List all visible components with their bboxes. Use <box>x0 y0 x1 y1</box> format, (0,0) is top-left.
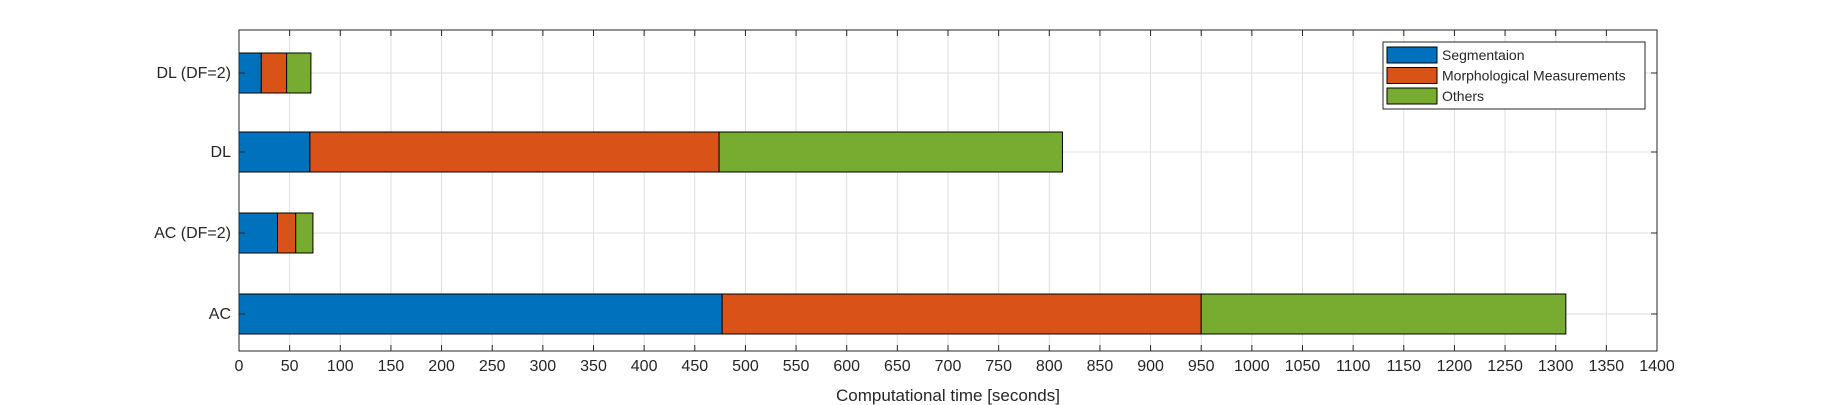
y-tick-labels: AC AC (DF=2) DL DL (DF=2) <box>154 65 231 323</box>
x-tick-label: 100 <box>327 358 354 375</box>
y-tick-label: DL <box>211 144 232 161</box>
bar-ac-df-2--series-2 <box>295 212 314 254</box>
x-tick-label: 1200 <box>1437 358 1473 375</box>
x-tick-label: 400 <box>631 358 658 375</box>
x-tick-label: 850 <box>1087 358 1114 375</box>
x-tick-label: 50 <box>281 358 299 375</box>
x-tick-label: 1100 <box>1336 358 1371 375</box>
x-tick-label: 450 <box>681 358 708 375</box>
x-tick-label: 1150 <box>1387 358 1422 375</box>
x-tick-label: 550 <box>783 358 810 375</box>
x-tick-labels: 0 50 100 150 200 250 300 350 400 450 500 550 600 650 7… <box>235 358 1675 375</box>
bar-ac-df-2--series-1 <box>276 212 297 254</box>
x-tick-label: 150 <box>378 358 405 375</box>
x-tick-label: 350 <box>580 358 607 375</box>
y-tick-label: DL (DF=2) <box>156 65 231 82</box>
x-tick-label: 300 <box>530 358 557 375</box>
legend-swatch <box>1386 87 1438 105</box>
legend-label: Morphological Measurements <box>1442 68 1626 84</box>
x-tick-label: 500 <box>732 358 759 375</box>
x-tick-label: 1400 <box>1639 358 1675 375</box>
x-tick-label: 0 <box>235 358 244 375</box>
legend-label: Others <box>1442 88 1484 104</box>
legend-swatch <box>1386 46 1438 64</box>
bar-dl-series-1 <box>309 131 720 173</box>
x-tick-label: 200 <box>428 358 455 375</box>
bar-dl-series-0 <box>238 131 311 173</box>
x-tick-label: 700 <box>935 358 962 375</box>
y-tick-label: AC (DF=2) <box>154 225 231 242</box>
x-tick-label: 1000 <box>1234 358 1270 375</box>
x-tick-label: 1300 <box>1538 358 1574 375</box>
x-tick-label: 800 <box>1036 358 1063 375</box>
x-tick-label: 1250 <box>1487 358 1523 375</box>
legend-label: Segmentaion <box>1442 47 1525 63</box>
x-tick-label: 600 <box>833 358 860 375</box>
x-tick-label: 1350 <box>1589 358 1625 375</box>
x-tick-label: 750 <box>985 358 1012 375</box>
bar-dl-df-2--series-1 <box>260 52 288 94</box>
bar-ac-series-0 <box>238 293 723 335</box>
x-tick-label: 950 <box>1188 358 1215 375</box>
legend-swatch <box>1386 67 1438 84</box>
bar-ac-series-2 <box>1200 293 1567 335</box>
x-tick-label: 1050 <box>1285 358 1321 375</box>
axis-ticks <box>238 30 1658 351</box>
bar-ac-series-1 <box>721 293 1202 335</box>
bar-dl-df-2--series-2 <box>286 52 312 94</box>
legend: Segmentaion Morphological Measurements Oth… <box>1382 41 1646 110</box>
x-tick-label: 250 <box>479 358 506 375</box>
x-tick-label: 650 <box>884 358 911 375</box>
x-axis-title: Computational time [seconds] <box>836 386 1060 405</box>
x-tick-label: 900 <box>1137 358 1164 375</box>
y-tick-label: AC <box>209 306 231 323</box>
bars <box>238 52 1567 335</box>
bar-dl-series-2 <box>718 131 1063 173</box>
